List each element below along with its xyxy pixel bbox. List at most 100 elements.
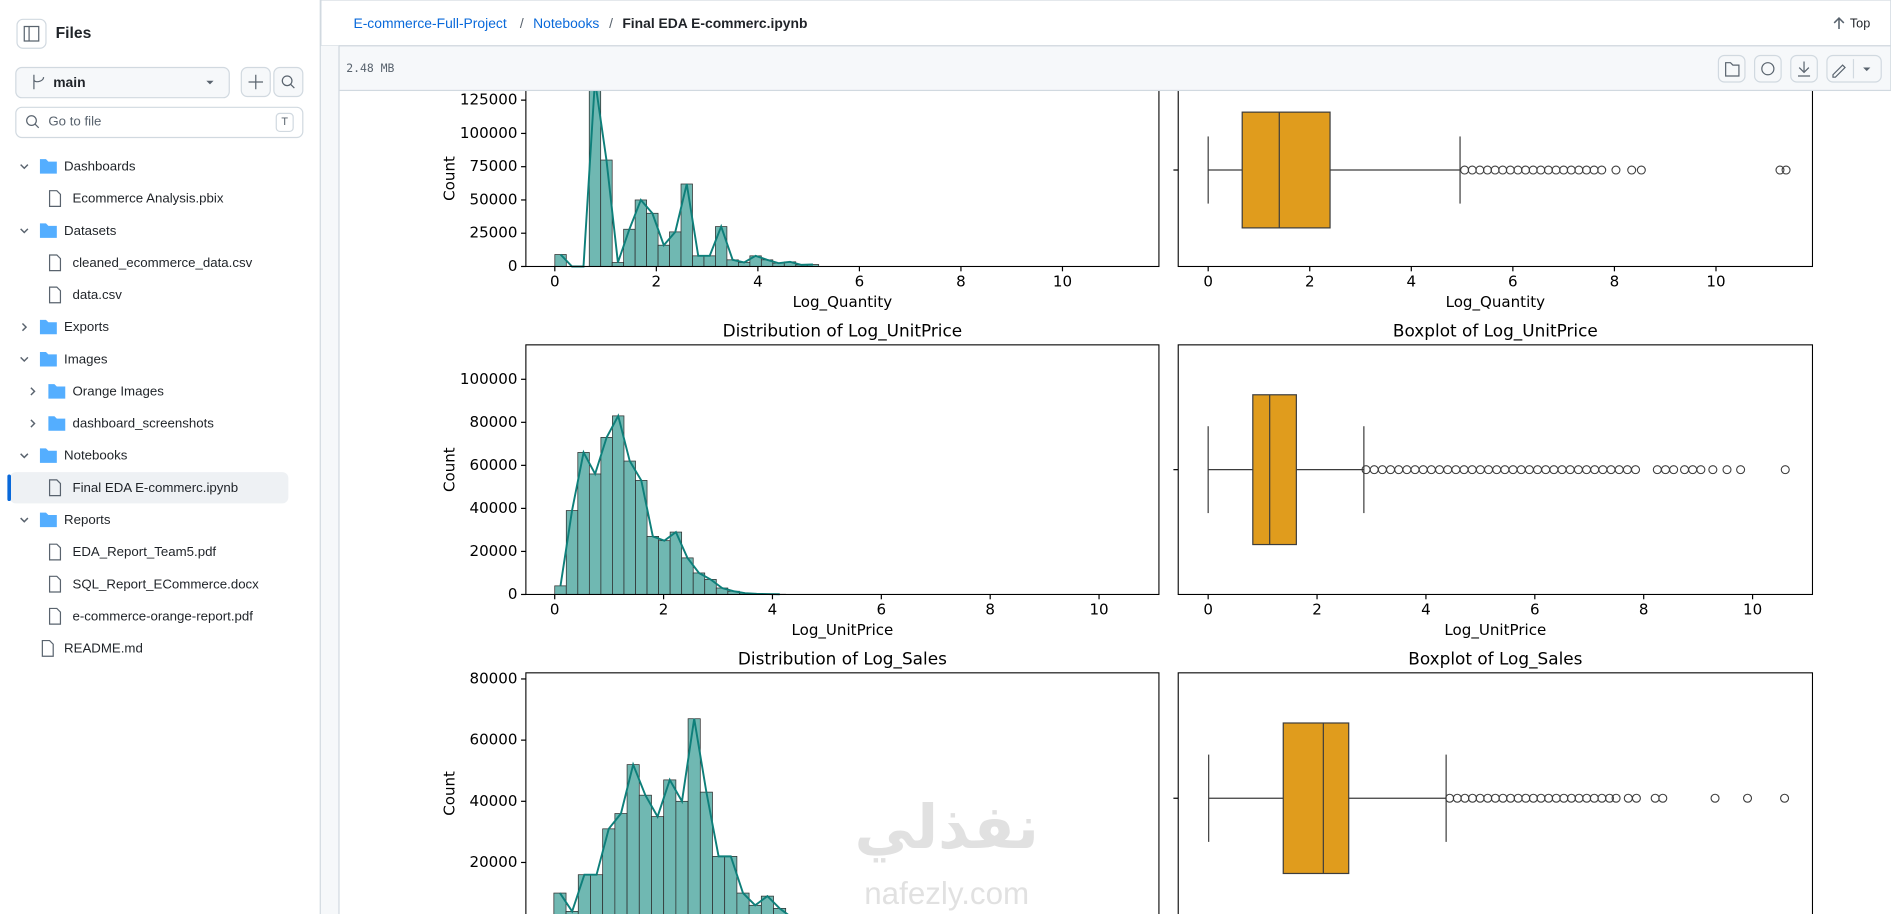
tree-label: e-commerce-orange-report.pdf xyxy=(72,608,253,623)
x-axis-label: Log_Quantity xyxy=(1446,293,1546,312)
file-tree: Dashboards Ecommerce Analysis.pbix Dataset… xyxy=(7,159,289,657)
histogram-bar xyxy=(565,510,579,595)
histogram-bar xyxy=(554,254,567,267)
tree-row[interactable]: Notebooks xyxy=(20,448,128,463)
breadcrumb-separator: / xyxy=(609,15,613,31)
chevron xyxy=(20,228,29,234)
y-axis-label: Count xyxy=(440,156,458,201)
copilot-button[interactable] xyxy=(1753,54,1782,83)
outlier xyxy=(1780,793,1790,803)
x-tick-label: 2 xyxy=(1305,273,1315,291)
kde-line xyxy=(559,718,789,914)
search-button[interactable] xyxy=(273,66,304,98)
tree-row[interactable]: EDA_Report_Team5.pdf xyxy=(48,543,217,561)
x-tick-label: 10 xyxy=(1053,273,1072,291)
icon xyxy=(290,83,295,89)
plot-frame xyxy=(1177,672,1814,914)
tree-label: Ecommerce Analysis.pbix xyxy=(72,191,223,206)
tree-row[interactable]: Dashboards xyxy=(20,159,136,174)
file-icon xyxy=(48,286,62,304)
x-tick-label: 4 xyxy=(753,273,763,291)
tree-row[interactable]: README.md xyxy=(41,639,143,657)
breadcrumb-item[interactable]: Notebooks xyxy=(533,15,599,31)
tree-row[interactable]: Exports xyxy=(21,319,109,335)
box xyxy=(1282,722,1350,875)
histogram-bar xyxy=(658,540,671,595)
icon xyxy=(1761,62,1775,76)
x-tick-label: 8 xyxy=(1610,273,1620,291)
x-tick-label: 4 xyxy=(768,601,778,619)
search-placeholder: Go to file xyxy=(48,113,101,128)
folder-icon xyxy=(39,223,57,238)
tree-row[interactable]: dashboard_screenshots xyxy=(30,416,214,431)
icon xyxy=(1798,61,1811,77)
file-tree-panel: Files main Go to file T Dashboards Ecomme… xyxy=(0,0,321,914)
folder-icon xyxy=(39,448,57,463)
histogram-bar xyxy=(675,800,689,914)
breadcrumb-item[interactable]: E-commerce-Full-Project xyxy=(353,15,506,31)
collapse-button[interactable] xyxy=(16,18,47,49)
file-icon xyxy=(48,607,62,625)
histogram-bar xyxy=(712,855,726,914)
outlier xyxy=(1696,465,1706,475)
icon xyxy=(34,123,40,129)
outlier xyxy=(1710,793,1720,803)
tree-row[interactable]: Reports xyxy=(20,512,111,528)
tree-row[interactable]: Final EDA E-commerc.ipynb xyxy=(48,479,239,497)
histogram-bar xyxy=(680,183,693,267)
outlier xyxy=(1627,165,1637,175)
chevron xyxy=(20,453,29,459)
tree-row[interactable]: Images xyxy=(20,351,108,367)
y-tick-label: 80000 xyxy=(470,413,518,431)
tree-row[interactable]: data.csv xyxy=(48,286,123,304)
selected-row xyxy=(9,472,289,504)
tree-row[interactable]: cleaned_ecommerce_data.csv xyxy=(48,254,253,272)
outlier xyxy=(1743,793,1753,803)
outlier xyxy=(1631,465,1641,475)
histogram: 0 25000 50000 75000 100000 125000 Count 0 2 4 6 8 10… xyxy=(440,90,1160,312)
file-search-input[interactable] xyxy=(15,106,304,139)
tree-row[interactable]: Datasets xyxy=(20,223,117,238)
chevron xyxy=(20,356,29,363)
breadcrumb-bar xyxy=(320,0,1891,47)
histogram-bar xyxy=(646,536,659,595)
tree-row[interactable]: SQL_Report_ECommerce.docx xyxy=(48,575,260,593)
tree-label: data.csv xyxy=(72,287,122,302)
tree-label: Datasets xyxy=(64,223,117,238)
tree-label: SQL_Report_ECommerce.docx xyxy=(72,576,259,591)
histogram-bar xyxy=(646,212,659,267)
top-link[interactable]: Top xyxy=(1850,16,1870,30)
y-tick-label: 80000 xyxy=(470,669,518,687)
y-tick-label: 40000 xyxy=(470,792,518,810)
x-tick-label: 4 xyxy=(1407,273,1417,291)
tree-row[interactable]: Orange Images xyxy=(30,383,164,399)
file-icon xyxy=(48,543,62,561)
histogram-bar xyxy=(626,764,640,914)
y-tick-label: 60000 xyxy=(470,731,518,749)
tree-label: README.md xyxy=(64,641,143,656)
folder-icon xyxy=(39,512,57,528)
x-tick-label: 8 xyxy=(985,601,995,619)
icon xyxy=(281,75,293,87)
file-icon xyxy=(48,479,62,497)
selected-indicator xyxy=(7,474,12,502)
x-axis-label: Log_UnitPrice xyxy=(791,621,893,640)
y-tick-label: 0 xyxy=(508,257,518,275)
file-icon xyxy=(41,639,54,657)
tree-row[interactable]: e-commerce-orange-report.pdf xyxy=(48,607,254,625)
histogram-bar xyxy=(590,874,604,914)
outlier xyxy=(1781,165,1791,175)
shortcut-label: T xyxy=(281,116,288,128)
chevron xyxy=(21,322,28,332)
add-file-button[interactable] xyxy=(1717,54,1746,83)
tree-row[interactable]: Ecommerce Analysis.pbix xyxy=(48,190,224,207)
file-header: 2.48 MB Top E-commerce-Full-Project Noteb… xyxy=(320,0,1891,92)
y-tick-label: 20000 xyxy=(470,542,518,560)
chevron xyxy=(30,419,36,428)
histogram-bar xyxy=(623,460,636,595)
tree-label: Reports xyxy=(64,512,111,527)
tree-label: Dashboards xyxy=(64,159,136,174)
tree-label: Notebooks xyxy=(64,448,128,463)
branch-select[interactable] xyxy=(15,66,230,99)
